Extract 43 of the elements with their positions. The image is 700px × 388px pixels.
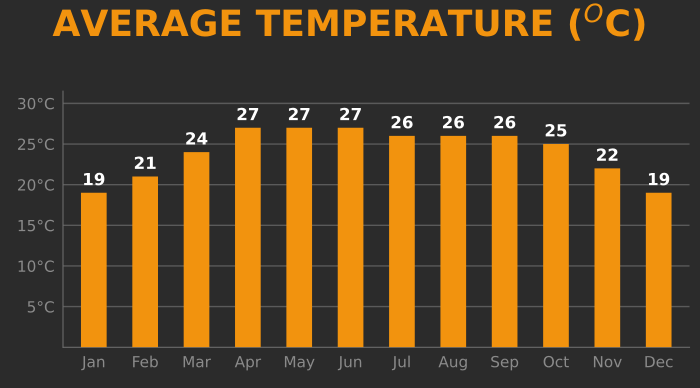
bar bbox=[389, 136, 415, 348]
data-label: 27 bbox=[340, 108, 361, 120]
bar bbox=[286, 128, 312, 348]
data-label: 27 bbox=[288, 108, 310, 120]
x-tick-label: Feb bbox=[133, 356, 158, 368]
x-tick-label: May bbox=[284, 356, 315, 370]
data-label: 27 bbox=[238, 108, 258, 120]
data-label: 19 bbox=[84, 172, 104, 186]
y-tick-label: 20°C bbox=[18, 179, 54, 191]
bar bbox=[338, 128, 364, 348]
x-tick-label: Jul bbox=[392, 356, 410, 370]
bar bbox=[132, 176, 158, 348]
y-tick-label: 25°C bbox=[18, 138, 54, 150]
y-tick-label: 10°C bbox=[18, 260, 54, 272]
x-tick-label: Dec bbox=[645, 356, 673, 368]
x-tick-label: Nov bbox=[594, 356, 622, 368]
bar bbox=[184, 152, 210, 348]
chart-title: AVERAGE TEMPERATURE ($^{O}$C) bbox=[52, 3, 644, 41]
y-tick-label: 30°C bbox=[18, 98, 54, 110]
x-tick-label: Jun bbox=[338, 356, 362, 370]
x-tick-label: Jan bbox=[81, 356, 104, 370]
bar bbox=[646, 192, 672, 348]
y-tick-label: 15°C bbox=[18, 220, 54, 232]
x-tick-label: Apr bbox=[234, 356, 262, 370]
y-tick-label: 5°C bbox=[28, 301, 54, 313]
bar bbox=[80, 192, 107, 348]
bar bbox=[235, 128, 261, 348]
data-label: 21 bbox=[134, 156, 156, 169]
x-tick-label: Aug bbox=[438, 356, 467, 370]
data-label: 19 bbox=[648, 172, 670, 186]
data-label: 26 bbox=[494, 116, 516, 128]
x-tick-label: Mar bbox=[184, 356, 211, 368]
data-label: 26 bbox=[392, 116, 413, 128]
data-label: 26 bbox=[443, 116, 464, 128]
bar bbox=[492, 136, 518, 348]
data-label: 25 bbox=[546, 124, 566, 137]
x-tick-label: Sep bbox=[491, 356, 518, 370]
bar bbox=[594, 168, 620, 348]
bar bbox=[440, 136, 466, 348]
bar bbox=[543, 144, 569, 348]
data-label: 24 bbox=[186, 132, 208, 145]
data-label: 22 bbox=[597, 148, 618, 161]
x-tick-label: Oct bbox=[544, 356, 569, 368]
